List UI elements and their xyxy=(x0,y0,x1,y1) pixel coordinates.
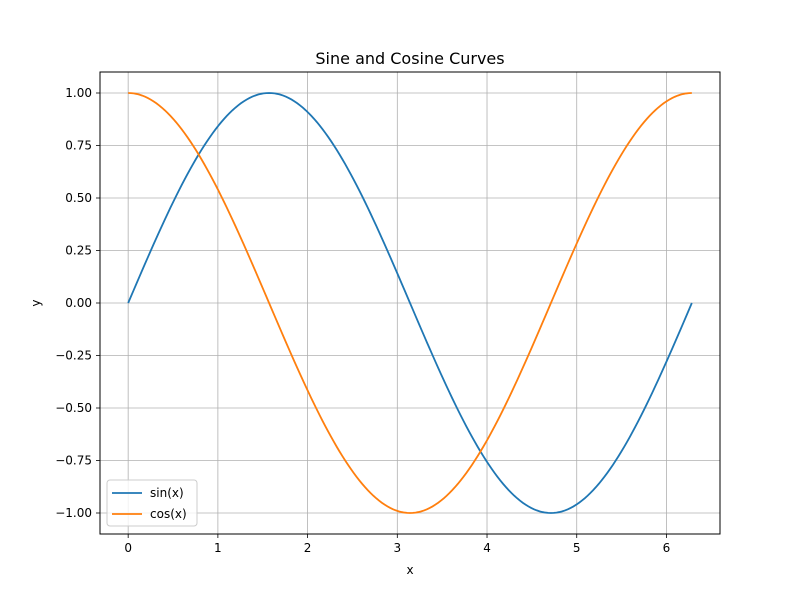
x-tick-label: 4 xyxy=(483,541,491,555)
x-tick-label: 2 xyxy=(304,541,312,555)
chart-title: Sine and Cosine Curves xyxy=(315,49,504,68)
x-axis-label: x xyxy=(406,563,413,577)
y-tick-label: 0.75 xyxy=(65,139,92,153)
y-tick-label: 0.50 xyxy=(65,191,92,205)
y-tick-label: 0.25 xyxy=(65,244,92,258)
series-lines xyxy=(127,92,693,514)
series-line-sin xyxy=(127,92,693,514)
y-tick-label: −0.25 xyxy=(55,349,92,363)
x-tick-label: 1 xyxy=(214,541,222,555)
x-tick-label: 6 xyxy=(663,541,671,555)
y-tick-label: −0.50 xyxy=(55,401,92,415)
y-tick-label: −1.00 xyxy=(55,506,92,520)
x-tick-label: 3 xyxy=(393,541,401,555)
x-tick-label: 5 xyxy=(573,541,581,555)
y-tick-label: −0.75 xyxy=(55,454,92,468)
axis-ticks: 0 1 2 3 4 5 6 −1.00 −0.75 −0.50 −0.25 0.00 0.25 0.50 0… xyxy=(55,86,670,555)
y-tick-label: 1.00 xyxy=(65,86,92,100)
legend: sin(x) cos(x) xyxy=(106,479,198,527)
grid-lines xyxy=(100,72,720,534)
x-tick-label: 0 xyxy=(124,541,132,555)
series-line-cos xyxy=(128,92,692,514)
legend-label-sin: sin(x) xyxy=(150,486,184,500)
legend-label-cos: cos(x) xyxy=(150,507,187,521)
y-axis-label: y xyxy=(29,299,43,306)
y-tick-label: 0.00 xyxy=(65,296,92,310)
